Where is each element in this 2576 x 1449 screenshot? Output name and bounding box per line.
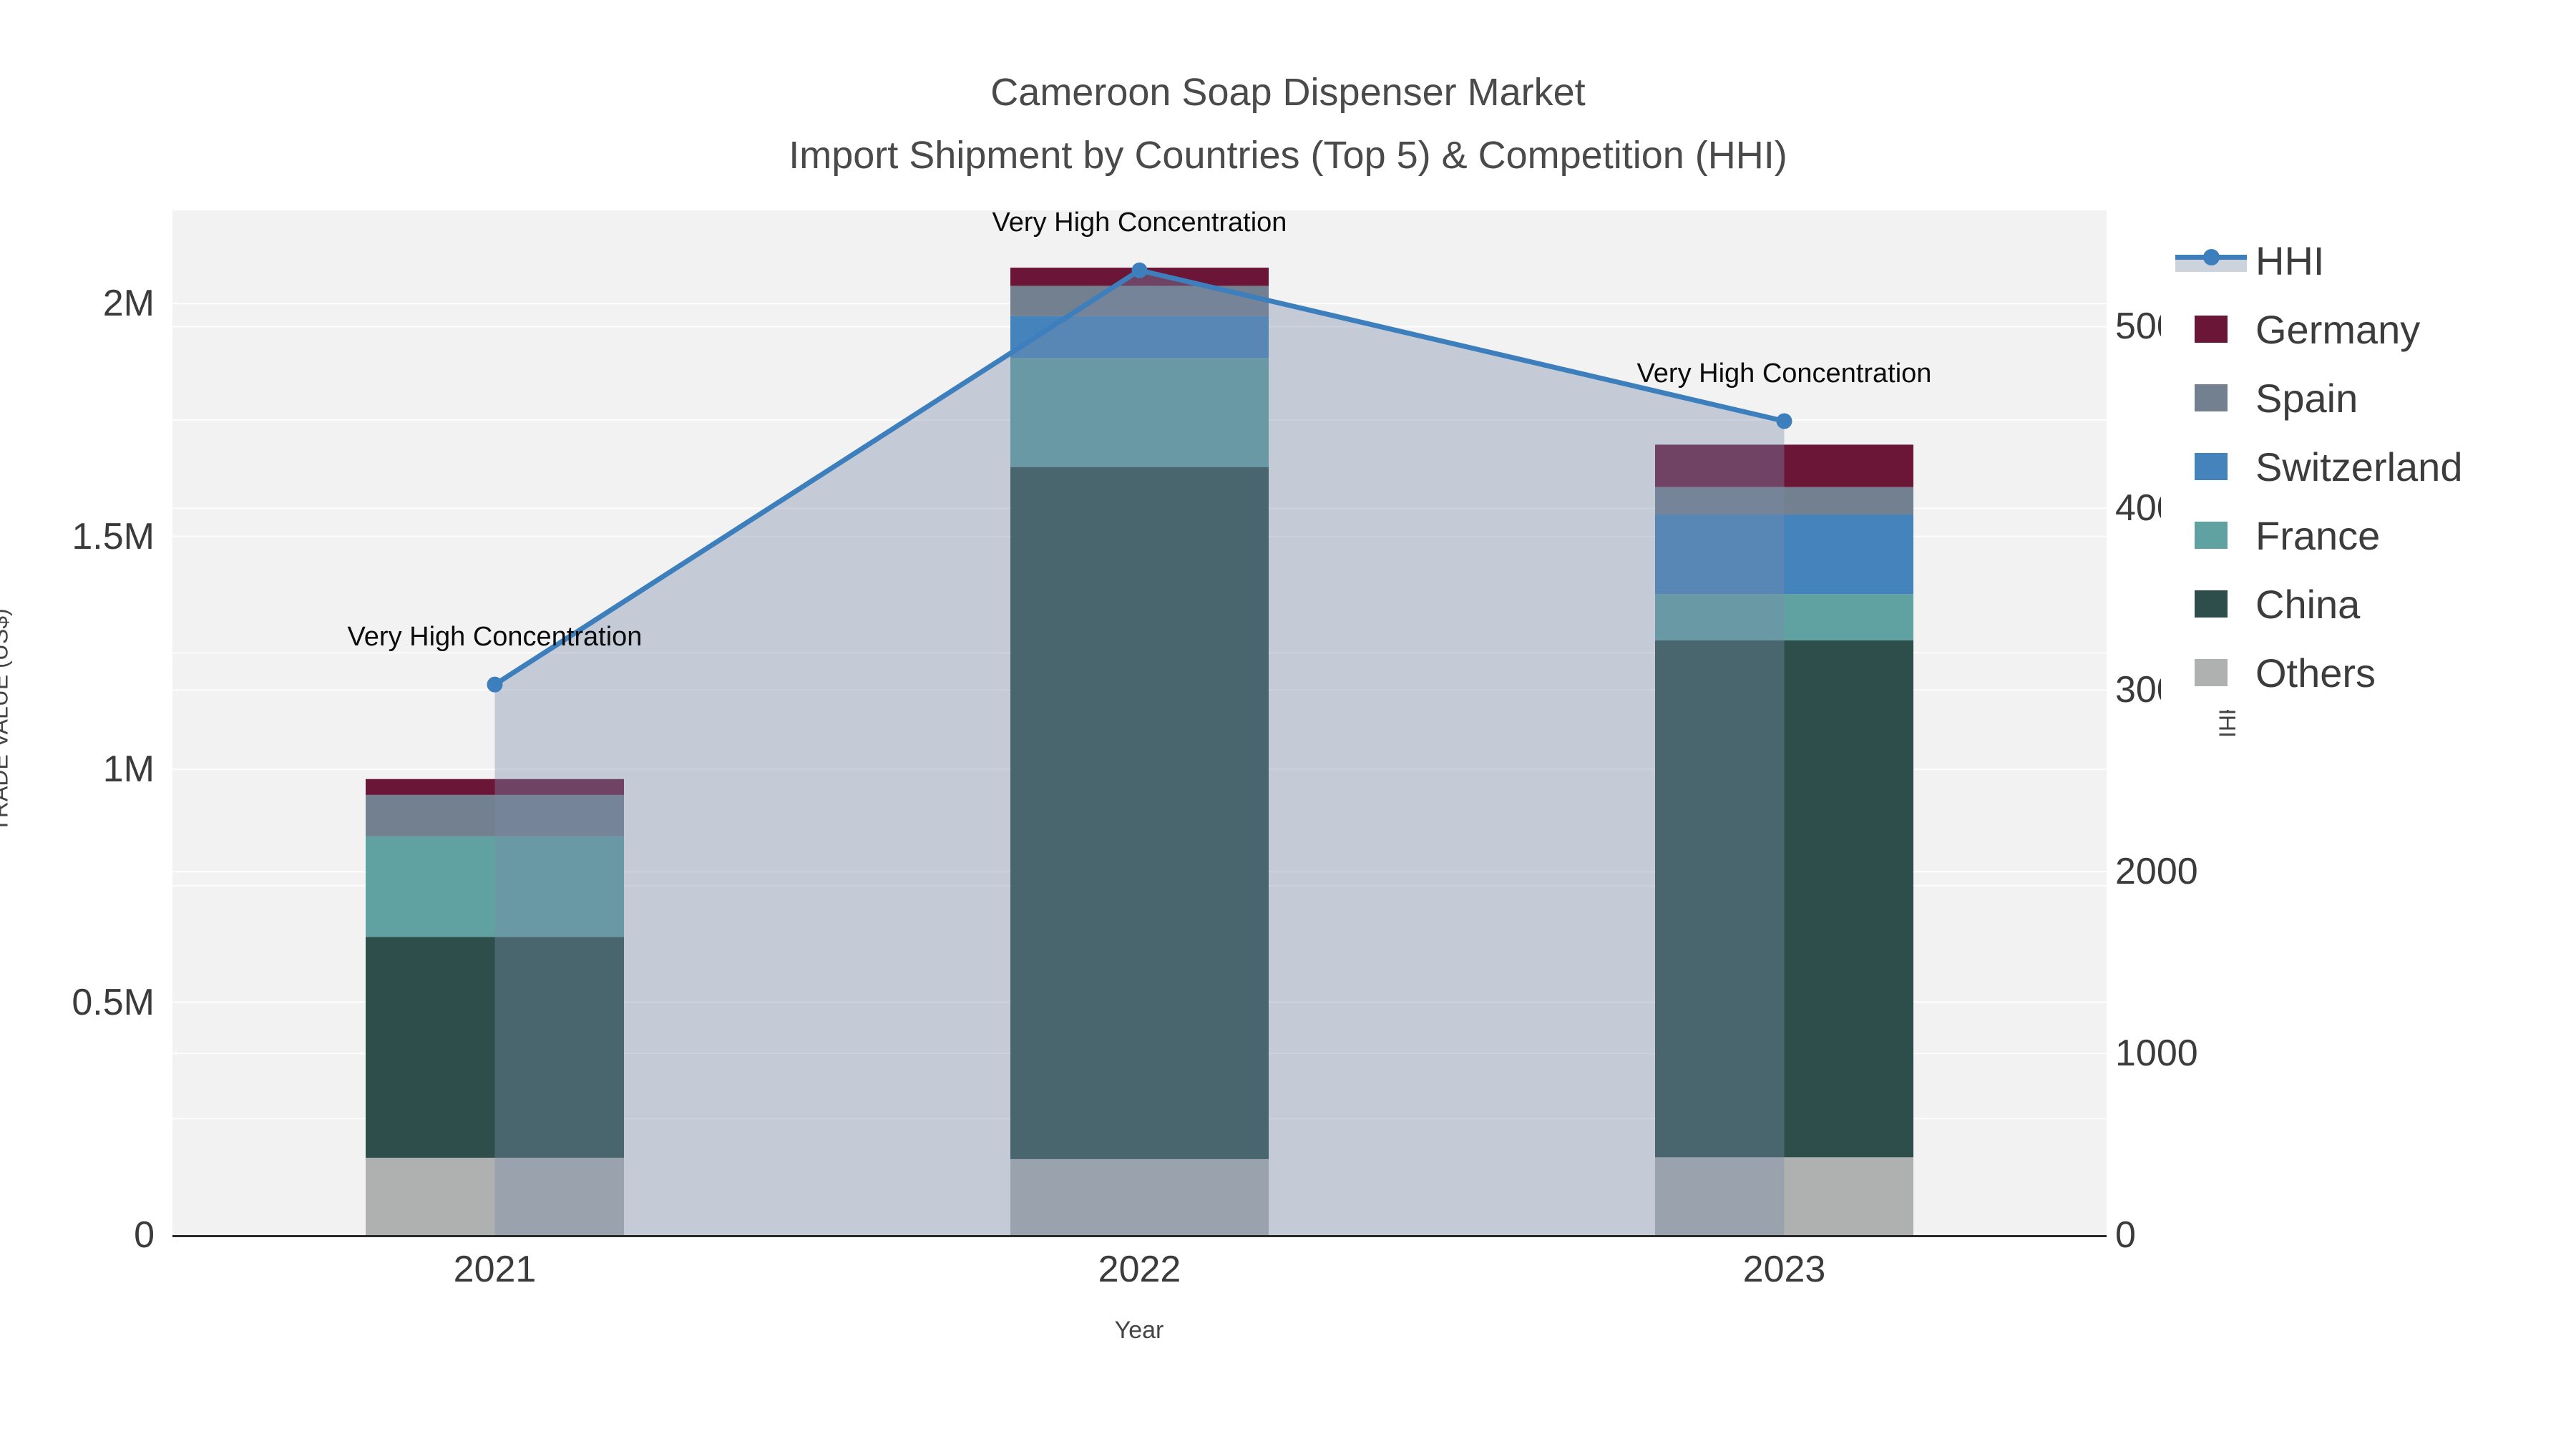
legend-label-germany: Germany — [2255, 306, 2421, 352]
hhi-dot-icon — [2203, 249, 2220, 265]
spain-swatch-icon — [2175, 364, 2247, 432]
y-left-tick-1M: 1M — [102, 748, 155, 791]
bar-segment-france-2022[interactable] — [1010, 358, 1269, 467]
bar-segment-others-2022[interactable] — [1010, 1158, 1269, 1235]
x-tick-2021: 2021 — [453, 1249, 537, 1290]
bar-segment-spain-2023[interactable] — [1655, 487, 1913, 515]
y-left-axis-title: TRADE VALUE (US$) — [0, 608, 13, 832]
x-tick-2023: 2023 — [1742, 1249, 1826, 1290]
bar-segment-china-2022[interactable] — [1010, 467, 1269, 1159]
others-color-swatch — [2195, 659, 2228, 686]
x-tick-2022: 2022 — [1098, 1249, 1181, 1290]
legend-item-spain[interactable]: Spain — [2161, 364, 2572, 432]
hhi-line-swatch-icon — [2175, 226, 2247, 295]
y-right-tick-2000: 2000 — [2115, 851, 2198, 893]
china-color-swatch — [2195, 590, 2228, 618]
legend-item-hhi[interactable]: HHI — [2161, 226, 2572, 295]
legend-label-others: Others — [2255, 650, 2376, 696]
legend-label-france: France — [2255, 512, 2381, 558]
hhi-marker-2022[interactable] — [1131, 262, 1148, 278]
legend-item-others[interactable]: Others — [2161, 638, 2572, 707]
china-swatch-icon — [2175, 570, 2247, 638]
spain-color-swatch — [2195, 384, 2228, 411]
bar-segment-switzerland-2023[interactable] — [1655, 514, 1913, 595]
bar-segment-china-2023[interactable] — [1655, 640, 1913, 1158]
bar-segment-others-2023[interactable] — [1655, 1157, 1913, 1235]
legend-label-china: China — [2255, 581, 2361, 627]
y-left-tick-0: 0 — [134, 1214, 155, 1256]
legend-item-germany[interactable]: Germany — [2161, 295, 2572, 364]
annotation-2022: Very High Concentration — [992, 207, 1287, 238]
germany-color-swatch — [2195, 316, 2228, 343]
chart-title-line2: Import Shipment by Countries (Top 5) & C… — [789, 134, 1787, 177]
germany-swatch-icon — [2175, 295, 2247, 364]
hhi-marker-2023[interactable] — [1776, 413, 1792, 429]
bar-segment-germany-2021[interactable] — [366, 779, 624, 795]
france-swatch-icon — [2175, 501, 2247, 570]
france-color-swatch — [2195, 522, 2228, 549]
annotation-2021: Very High Concentration — [347, 621, 643, 652]
legend-item-switzerland[interactable]: Switzerland — [2161, 432, 2572, 501]
bar-segment-china-2021[interactable] — [366, 937, 624, 1158]
hhi-marker-2021[interactable] — [487, 676, 503, 693]
y-left-tick-0.5M: 0.5M — [72, 981, 155, 1023]
y-left-tick-2M: 2M — [102, 283, 155, 325]
chart-title-line1: Cameroon Soap Dispenser Market — [990, 71, 1586, 114]
bar-segment-germany-2023[interactable] — [1655, 444, 1913, 487]
bar-segment-france-2023[interactable] — [1655, 594, 1913, 640]
legend-label-switzerland: Switzerland — [2255, 444, 2463, 489]
legend-label-hhi: HHI — [2255, 238, 2325, 283]
bar-segment-spain-2021[interactable] — [366, 794, 624, 836]
x-axis-title: Year — [1114, 1317, 1164, 1344]
others-swatch-icon — [2175, 638, 2247, 707]
y-right-tick-1000: 1000 — [2115, 1033, 2198, 1075]
legend-item-france[interactable]: France — [2161, 501, 2572, 570]
switzerland-swatch-icon — [2175, 432, 2247, 501]
annotation-2023: Very High Concentration — [1636, 358, 1932, 389]
y-right-tick-0: 0 — [2115, 1214, 2136, 1256]
legend-label-spain: Spain — [2255, 375, 2358, 421]
bar-segment-others-2021[interactable] — [366, 1157, 624, 1235]
legend: HHI Germany Spain Switzerland France China Oth… — [2161, 223, 2572, 710]
y-left-tick-1.5M: 1.5M — [72, 515, 155, 557]
bar-segment-france-2021[interactable] — [366, 836, 624, 937]
legend-item-china[interactable]: China — [2161, 570, 2572, 638]
hhi-area-fill — [494, 270, 1785, 1235]
switzerland-color-swatch — [2195, 453, 2228, 480]
